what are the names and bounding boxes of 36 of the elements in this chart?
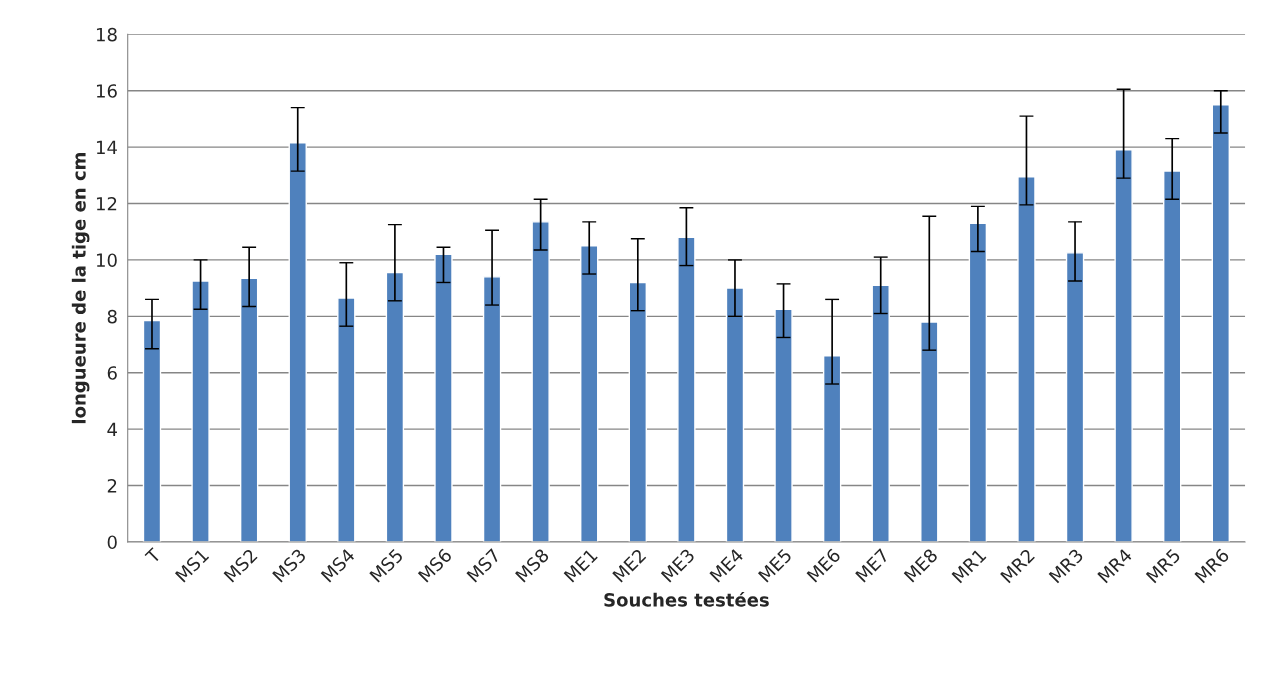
bar [628,281,648,542]
bar [968,222,988,542]
bar [677,236,696,542]
x-axis-title: Souches testées [604,592,769,607]
bar [1211,104,1230,542]
bar [385,271,405,542]
bar [531,221,550,542]
bar [239,277,259,542]
y-tick-label: 4 [107,422,117,436]
bar [1065,252,1085,542]
bar [434,253,453,542]
bar [288,142,307,542]
y-tick-label: 2 [107,478,117,493]
bar [191,280,210,542]
bar [1163,170,1182,542]
bar [725,287,745,542]
bar [871,284,890,542]
y-tick-label: 8 [107,309,117,324]
bar [1114,149,1133,542]
bar [580,245,599,542]
y-tick-label: 14 [96,140,117,154]
y-tick-label: 16 [96,84,117,98]
y-tick-label: 12 [96,196,117,211]
x-tick-label: T [144,547,162,565]
y-tick-label: 18 [96,27,117,42]
y-tick-label: 0 [107,535,117,550]
y-axis-title: longueure de la tige en cm [71,153,90,424]
y-tick-label: 6 [107,366,117,380]
bar [482,276,502,542]
bar [1017,176,1036,542]
bar [920,321,939,542]
bar [822,355,842,542]
bar [337,297,356,542]
bar [142,319,162,542]
y-tick-label: 10 [96,253,117,268]
bar [774,308,793,542]
